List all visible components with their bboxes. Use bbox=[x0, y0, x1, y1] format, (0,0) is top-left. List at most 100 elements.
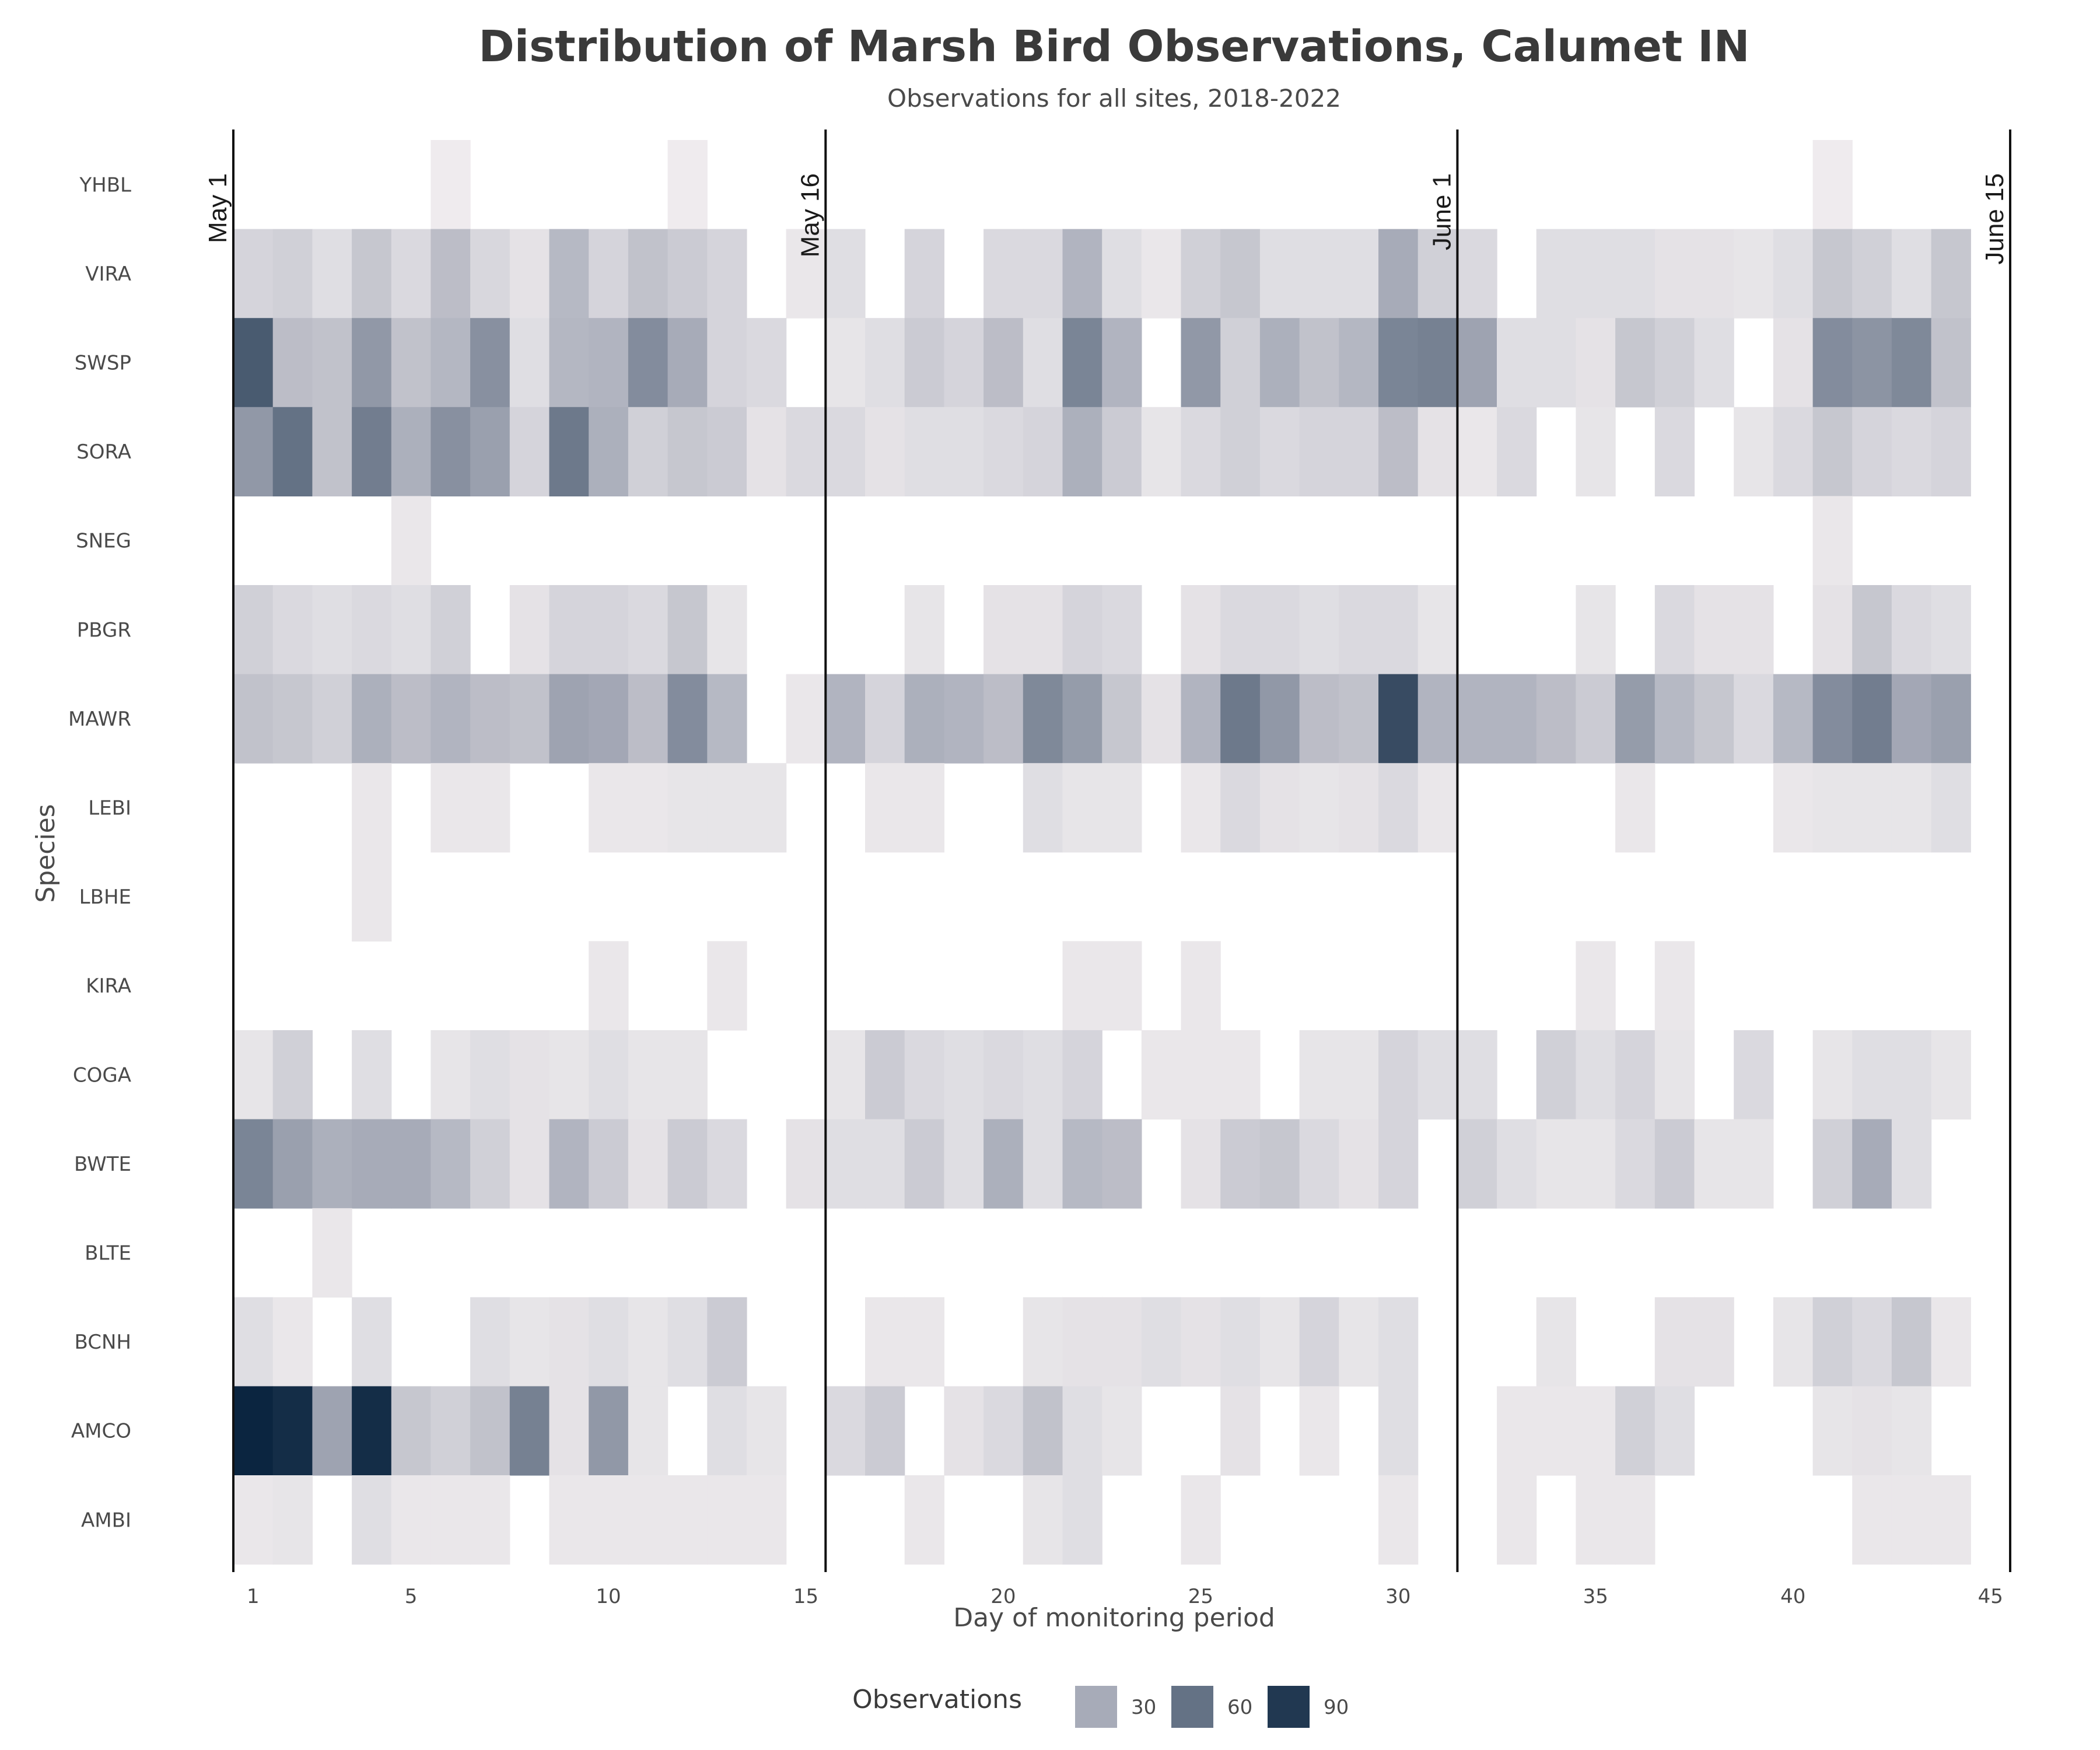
heatmap-cell bbox=[1654, 1030, 1695, 1120]
heatmap-cell bbox=[1615, 763, 1656, 853]
heatmap-cell bbox=[1299, 407, 1339, 496]
heatmap-cell bbox=[1536, 1030, 1576, 1120]
heatmap-cell bbox=[1576, 407, 1616, 496]
heatmap-cell bbox=[1418, 318, 1458, 408]
heatmap-cell bbox=[430, 1030, 471, 1120]
heatmap-cell bbox=[1931, 763, 1971, 853]
heatmap-cell bbox=[1891, 585, 1932, 675]
heatmap-cell bbox=[1931, 318, 1971, 408]
heatmap-cell bbox=[352, 852, 392, 942]
heatmap-cell bbox=[1931, 1297, 1971, 1387]
heatmap-cell bbox=[667, 318, 708, 408]
heatmap-cell bbox=[1812, 1119, 1853, 1209]
heatmap-cell bbox=[1891, 1119, 1932, 1209]
y-tick-label: LEBI bbox=[88, 797, 131, 820]
heatmap-cell bbox=[1734, 229, 1774, 318]
x-tick-label: 15 bbox=[793, 1585, 818, 1608]
heatmap-cell bbox=[1062, 674, 1102, 764]
heatmap-cell bbox=[1339, 1297, 1379, 1387]
heatmap-cell bbox=[1852, 1297, 1892, 1387]
heatmap-cell bbox=[944, 1030, 984, 1120]
chart-subtitle: Observations for all sites, 2018-2022 bbox=[887, 84, 1341, 113]
heatmap-cell bbox=[1062, 407, 1102, 496]
heatmap-cell bbox=[1852, 407, 1892, 496]
heatmap-cell bbox=[1812, 496, 1853, 586]
heatmap-cell bbox=[1299, 763, 1339, 853]
heatmap-cell bbox=[1418, 407, 1458, 496]
heatmap-cell bbox=[1576, 674, 1616, 764]
heatmap-cell bbox=[272, 585, 313, 675]
heatmap-cell bbox=[1339, 1030, 1379, 1120]
heatmap-cell bbox=[1694, 674, 1734, 764]
heatmap-cell bbox=[233, 1475, 274, 1565]
heatmap-cell bbox=[470, 1119, 510, 1209]
heatmap-cell bbox=[233, 1386, 274, 1476]
heatmap-cell bbox=[1812, 229, 1853, 318]
heatmap-cell bbox=[1615, 318, 1656, 408]
heatmap-cell bbox=[1654, 229, 1695, 318]
heatmap-cell bbox=[865, 318, 905, 408]
heatmap-cell bbox=[589, 407, 629, 496]
heatmap-cell bbox=[549, 1297, 589, 1387]
heatmap-cell bbox=[1812, 407, 1853, 496]
heatmap-cell bbox=[233, 585, 274, 675]
heatmap-cell bbox=[1615, 229, 1656, 318]
heatmap-cell bbox=[1220, 407, 1261, 496]
heatmap-cell bbox=[1457, 318, 1497, 408]
x-tick-label: 20 bbox=[991, 1585, 1016, 1608]
heatmap-cell bbox=[1773, 407, 1814, 496]
heatmap-cell bbox=[509, 407, 550, 496]
heatmap-cell bbox=[628, 674, 668, 764]
heatmap-cell bbox=[1181, 1297, 1221, 1387]
heatmap-cell bbox=[984, 674, 1024, 764]
heatmap-cell bbox=[944, 1119, 984, 1209]
heatmap-cell bbox=[1023, 763, 1063, 853]
heatmap-cell bbox=[707, 407, 747, 496]
y-tick-label: COGA bbox=[73, 1063, 131, 1087]
heatmap-cell bbox=[1812, 140, 1853, 230]
heatmap-cell bbox=[470, 229, 510, 318]
heatmap-cell bbox=[1141, 229, 1182, 318]
heatmap-cell bbox=[430, 674, 471, 764]
heatmap-cell bbox=[1181, 229, 1221, 318]
heatmap-cell bbox=[1852, 318, 1892, 408]
heatmap-cell bbox=[707, 1475, 747, 1565]
y-tick-label: SWSP bbox=[75, 352, 131, 375]
heatmap-cell bbox=[391, 496, 432, 586]
heatmap-cell bbox=[1023, 585, 1063, 675]
heatmap-cell bbox=[1931, 407, 1971, 496]
heatmap-cell bbox=[904, 1119, 944, 1209]
heatmap-cell bbox=[1812, 1297, 1853, 1387]
heatmap-cell bbox=[1102, 407, 1142, 496]
heatmap-cell bbox=[1654, 1386, 1695, 1476]
heatmap-cell bbox=[1299, 1119, 1339, 1209]
heatmap-cell bbox=[1259, 1119, 1300, 1209]
heatmap-cell bbox=[984, 318, 1024, 408]
heatmap-cell bbox=[1891, 229, 1932, 318]
heatmap-cell bbox=[1497, 1386, 1537, 1476]
heatmap-cell bbox=[786, 229, 826, 318]
chart-title: Distribution of Marsh Bird Observations,… bbox=[478, 22, 1749, 72]
heatmap-cell bbox=[1734, 407, 1774, 496]
heatmap-cell bbox=[470, 1386, 510, 1476]
heatmap-cell bbox=[233, 407, 274, 496]
heatmap-cell bbox=[1576, 1475, 1616, 1565]
x-tick-label: 40 bbox=[1780, 1585, 1805, 1608]
heatmap-cell bbox=[1023, 1386, 1063, 1476]
legend: Observations 30 60 90 bbox=[852, 1685, 1349, 1728]
heatmap-cell bbox=[1062, 1030, 1102, 1120]
heatmap-cell bbox=[1734, 1119, 1774, 1209]
heatmap-cell bbox=[470, 1297, 510, 1387]
heatmap-cell bbox=[1654, 674, 1695, 764]
x-tick-label: 10 bbox=[596, 1585, 621, 1608]
y-tick-label: PBGR bbox=[77, 618, 131, 642]
heatmap-cell bbox=[1062, 941, 1102, 1031]
heatmap-cell bbox=[628, 1475, 668, 1565]
heatmap-cell bbox=[707, 585, 747, 675]
heatmap-cell bbox=[1852, 1119, 1892, 1209]
heatmap-cell bbox=[352, 1119, 392, 1209]
heatmap-cell bbox=[312, 229, 352, 318]
heatmap-cell bbox=[1181, 407, 1221, 496]
heatmap-cell bbox=[1615, 1386, 1656, 1476]
